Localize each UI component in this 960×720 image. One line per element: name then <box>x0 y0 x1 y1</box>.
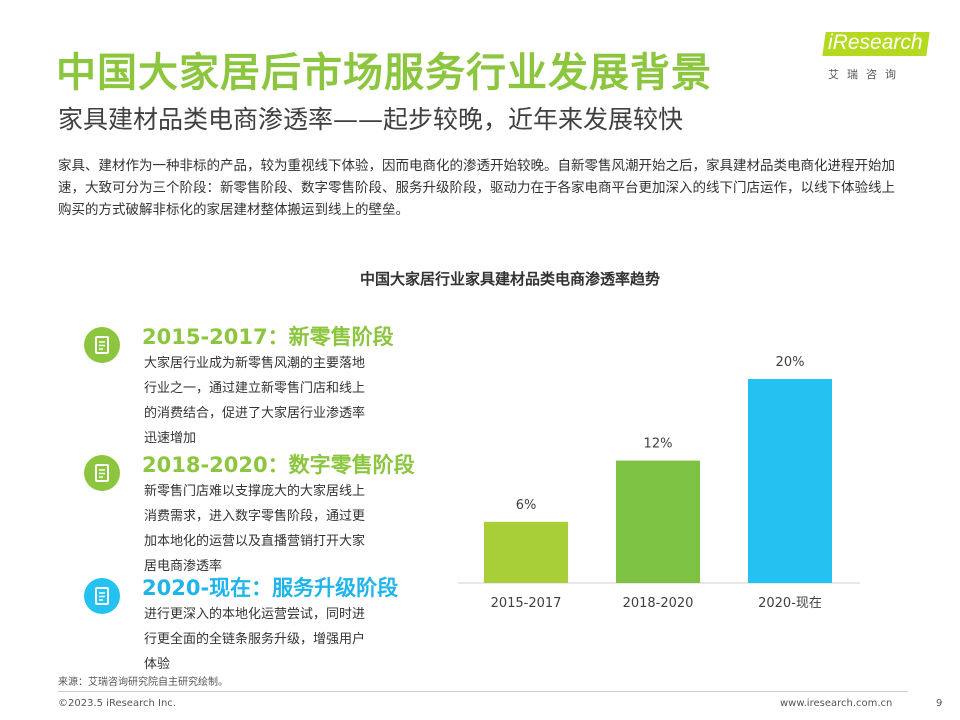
page-subtitle: 家具建材品类电商渗透率——起步较晚，近年来发展较快 <box>58 105 684 134</box>
stage-description: 进行更深入的本地化运营尝试，同时进行更全面的全链条服务升级，增强用户体验 <box>144 607 366 672</box>
document-icon <box>84 327 120 363</box>
data-label: 6% <box>516 498 537 513</box>
stage-heading: 2020-现在：服务升级阶段 <box>142 576 399 600</box>
x-tick-label: 2015-2017 <box>491 596 562 611</box>
x-tick-label: 2018-2020 <box>623 596 694 611</box>
bar-2015-2017 <box>484 521 568 583</box>
logo-wordmark: iResearch <box>828 31 923 54</box>
intro-paragraph: 家具、建材作为一种非标的产品，较为重视线下体验，因而电商化的渗透开始较晚。自新零… <box>58 158 895 218</box>
chart-title: 中国大家居行业家具建材品类电商渗透率趋势 <box>359 270 660 288</box>
x-tick-label: 2020-现在 <box>758 596 822 611</box>
bar-2018-2020 <box>616 460 700 583</box>
page-title: 中国大家居后市场服务行业发展背景 <box>56 50 712 96</box>
stage-heading: 2015-2017：新零售阶段 <box>142 325 394 349</box>
copyright: ©2023.5 iResearch Inc. <box>58 698 176 709</box>
iresearch-logo: iResearch 艾瑞咨询 <box>822 30 932 88</box>
data-label: 20% <box>776 355 805 370</box>
bar-2020-现在 <box>748 379 832 583</box>
document-icon <box>84 455 120 491</box>
source-note: 来源：艾瑞咨询研究院自主研究绘制。 <box>58 677 228 688</box>
stage-heading: 2018-2020：数字零售阶段 <box>142 453 415 477</box>
document-icon <box>84 578 120 614</box>
stage-description: 新零售门店难以支撑庞大的大家居线上消费需求，进入数字零售阶段，通过更加本地化的运… <box>144 484 366 574</box>
stage-description: 大家居行业成为新零售风潮的主要落地行业之一，通过建立新零售门店和线上的消费结合，… <box>144 356 366 446</box>
logo-chinese-name: 艾瑞咨询 <box>828 68 904 81</box>
website: www.iresearch.com.cn <box>780 698 893 709</box>
data-label: 12% <box>644 437 673 452</box>
footer-divider <box>58 691 908 692</box>
bar-chart: 6% 2015-2017 12% 2018-2020 20% 2020-现在 <box>458 355 860 611</box>
page-number: 9 <box>936 698 943 709</box>
